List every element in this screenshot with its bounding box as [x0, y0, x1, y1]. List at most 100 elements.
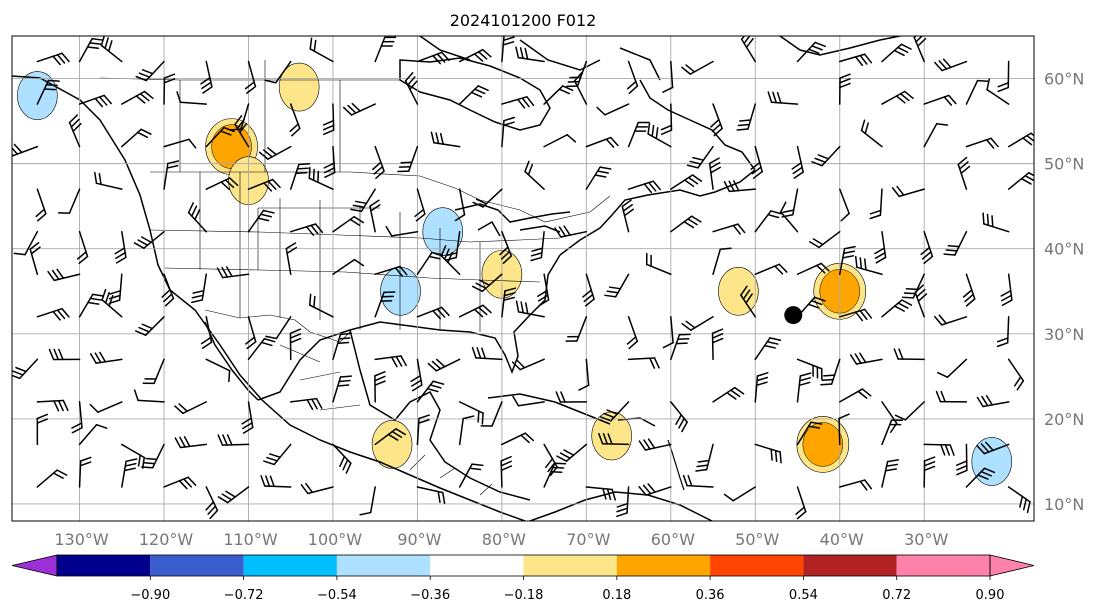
- wind-barb-87: [670, 174, 703, 190]
- wind-barb-160: [681, 316, 714, 331]
- yucatan-central-america: [349, 329, 531, 501]
- wind-barb-86: [627, 180, 661, 194]
- wind-barb-172: [205, 358, 231, 383]
- wind-barb-73: [57, 188, 81, 214]
- greenland: [779, 36, 901, 56]
- wind-barb-95: [1007, 172, 1034, 190]
- arctic-islands: [419, 36, 661, 81]
- wind-barb-22: [934, 58, 968, 72]
- wind-barb-213: [894, 401, 925, 421]
- wind-barb-99: [133, 230, 165, 249]
- wind-barb-74: [94, 171, 123, 190]
- wind-barb-56: [372, 145, 385, 179]
- wind-barb-143: [1000, 273, 1013, 307]
- wind-barb-262: [965, 467, 996, 488]
- wind-barb-238: [956, 443, 968, 476]
- us-state-lines: [149, 172, 561, 332]
- lat-label: 30°N: [1044, 325, 1084, 344]
- wind-barb-140: [854, 255, 883, 275]
- colorbar-label: 0.72: [882, 588, 911, 603]
- wind-barb-33: [404, 72, 419, 105]
- wind-barb-239: [976, 441, 1010, 455]
- wind-barb-251: [500, 455, 513, 488]
- wind-barb-224: [374, 428, 406, 446]
- hudson-bay: [399, 57, 551, 131]
- wind-barb-104: [369, 199, 381, 233]
- lon-label: 130°W: [54, 530, 109, 549]
- wind-barb-94: [957, 156, 971, 190]
- wind-barb-119: [982, 212, 1010, 233]
- wind-barb-135: [645, 252, 672, 275]
- colorbar-bin-3: [336, 555, 431, 576]
- wind-barb-36: [543, 85, 574, 105]
- wind-barb-189: [893, 348, 925, 361]
- wind-barb-84: [524, 160, 545, 190]
- wind-barb-93: [891, 185, 925, 198]
- wind-barb-137: [754, 263, 788, 275]
- wind-barb-49: [68, 114, 82, 148]
- wind-barb-261: [923, 456, 936, 488]
- wind-barb-62: [627, 121, 650, 148]
- lat-label: 10°N: [1044, 495, 1084, 514]
- wind-barb-142: [962, 273, 976, 307]
- wind-barb-129: [416, 251, 444, 275]
- wind-barb-198: [289, 397, 323, 411]
- wind-barb-146: [101, 288, 123, 318]
- wind-barb-89: [723, 180, 757, 193]
- wind-barb-247: [300, 482, 334, 495]
- wind-barbs-layer: [12, 36, 1034, 520]
- wind-barb-44: [881, 90, 914, 105]
- wind-barb-152: [374, 291, 396, 318]
- wind-barb-76: [205, 177, 239, 191]
- wind-barb-230: [598, 432, 630, 446]
- wind-barb-204: [512, 395, 545, 407]
- wind-barb-216: [36, 413, 49, 446]
- wind-barb-184: [711, 328, 724, 361]
- wind-barb-226: [458, 415, 475, 446]
- wind-barb-168: [12, 358, 39, 380]
- wind-barb-159: [662, 316, 674, 349]
- wind-barb-65: [750, 145, 763, 179]
- wind-barb-37: [573, 72, 588, 105]
- wind-barb-29: [229, 103, 250, 131]
- wind-barb-97: [77, 230, 89, 265]
- wind-barb-55: [323, 145, 336, 178]
- wind-barb-59: [501, 116, 516, 148]
- wind-barb-52: [205, 126, 235, 148]
- wind-barb-67: [811, 145, 841, 167]
- wind-barb-82: [454, 188, 466, 222]
- wind-barb-103: [332, 215, 364, 233]
- wind-barb-194: [89, 401, 123, 413]
- wind-barb-78: [289, 163, 311, 190]
- wind-barb-46: [965, 79, 990, 105]
- wind-barb-153: [416, 306, 450, 320]
- colorbar-label: −0.72: [224, 588, 264, 603]
- anomaly-outer-2: [278, 62, 320, 112]
- wind-barb-80: [350, 188, 376, 213]
- wind-barb-30: [289, 103, 301, 137]
- colorbar-bin-7: [710, 555, 804, 576]
- wind-barb-181: [578, 358, 590, 391]
- wind-barb-221: [217, 434, 250, 446]
- wind-barb-209: [754, 372, 769, 403]
- longitude-labels: 130°W 120°W 110°W 100°W 90°W 80°W 70°W 60°W 50°W…: [54, 530, 948, 549]
- cuba: [487, 393, 611, 425]
- colorbar-label: 0.36: [696, 588, 725, 603]
- wind-barb-208: [712, 386, 745, 403]
- wind-barb-41: [736, 103, 757, 131]
- wind-barb-165: [914, 284, 928, 318]
- wind-barb-217: [78, 423, 108, 446]
- colorbar-extend-high: [989, 554, 1035, 577]
- lon-label: 40°W: [820, 530, 864, 549]
- wind-barb-245: [217, 486, 250, 504]
- lon-label: 120°W: [139, 530, 194, 549]
- wind-barb-248: [359, 486, 376, 516]
- baja-california: [204, 321, 259, 401]
- wind-barb-34: [458, 85, 489, 105]
- colorbar-label: −0.54: [317, 588, 357, 603]
- wind-barb-1: [78, 37, 104, 63]
- wind-barb-0: [36, 52, 70, 66]
- wind-barb-210: [796, 372, 812, 403]
- map-panel: [11, 35, 1035, 522]
- wind-barb-231: [638, 438, 672, 451]
